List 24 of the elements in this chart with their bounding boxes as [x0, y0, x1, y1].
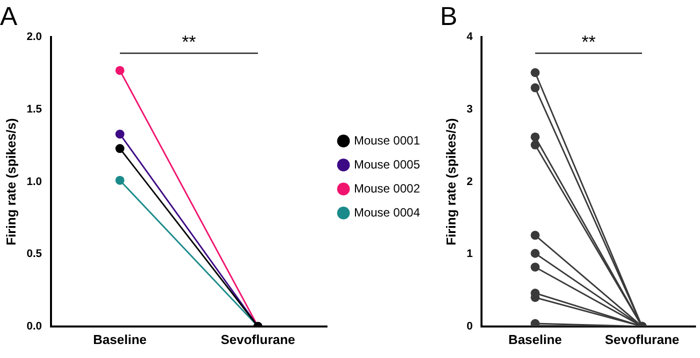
y-tick-label: 2.0 — [26, 31, 42, 44]
y-tick-label: 0.5 — [26, 248, 42, 260]
legend-label: Mouse 0002 — [354, 181, 420, 196]
x-tick-label: Sevoflurane — [604, 332, 680, 347]
y-tick-label: 0 — [466, 320, 473, 332]
x-tick-label: Sevoflurane — [220, 332, 296, 347]
x-tick-label: Baseline — [508, 332, 562, 347]
y-axis-title: Firing rate (spikes/s) — [3, 118, 18, 246]
y-axis-title: Firing rate (spikes/s) — [443, 118, 458, 246]
chart-title: B — [440, 0, 458, 31]
y-tick-label: 1 — [466, 248, 473, 260]
legend-label: Mouse 0004 — [354, 205, 420, 220]
chart-title: A — [0, 0, 18, 31]
annotation: ** — [582, 32, 596, 52]
y-tick-label: 4 — [466, 31, 474, 44]
y-tick-label: 0.0 — [26, 320, 42, 332]
x-tick-label: Baseline — [93, 332, 147, 347]
legend-label: Mouse 0001 — [354, 133, 420, 148]
y-tick-label: 1.0 — [26, 176, 42, 188]
y-tick-label: 3 — [466, 104, 473, 116]
legend-label: Mouse 0005 — [354, 157, 420, 172]
y-tick-label: 1.5 — [26, 104, 42, 116]
y-tick-label: 2 — [466, 176, 473, 188]
annotation: ** — [182, 32, 196, 52]
